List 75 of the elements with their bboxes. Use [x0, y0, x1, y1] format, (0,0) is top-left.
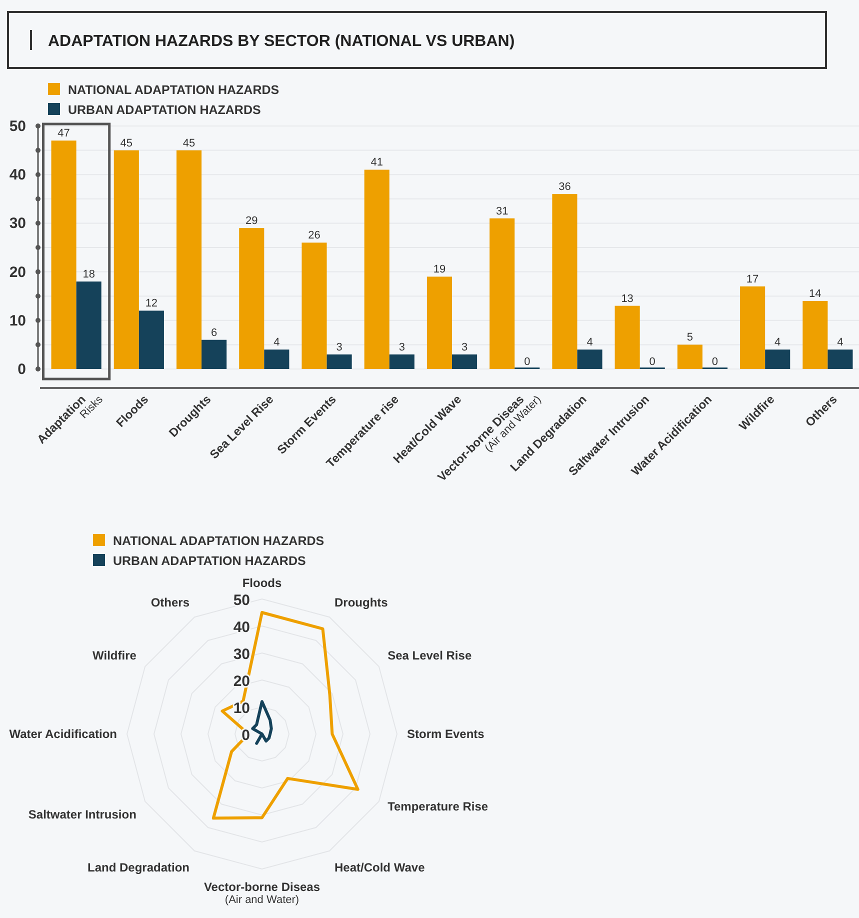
- spoke-label: Temperature Rise: [388, 800, 488, 814]
- bar: [239, 228, 264, 369]
- bar: [452, 354, 478, 369]
- data-label: 3: [398, 341, 405, 354]
- bar: [765, 350, 790, 369]
- bar: [176, 150, 202, 369]
- spoke-label: Storm Events: [407, 727, 485, 741]
- data-label: 4: [837, 336, 844, 349]
- bar: [677, 344, 702, 369]
- bar: [614, 306, 640, 369]
- bar: [828, 350, 853, 369]
- y-tick-label: 0: [18, 361, 26, 378]
- data-label: 17: [746, 273, 759, 286]
- spoke-label: Floods: [242, 576, 282, 590]
- data-label: 19: [433, 264, 446, 276]
- spoke-label: Water Acidification: [9, 727, 117, 741]
- data-label: 41: [370, 156, 383, 169]
- data-label: 4: [586, 336, 593, 349]
- data-label: 36: [558, 181, 571, 194]
- data-label: 13: [621, 292, 634, 305]
- bar: [389, 354, 414, 369]
- bar: [577, 350, 602, 369]
- spoke-label: Wildfire: [92, 648, 137, 662]
- bar: [426, 276, 452, 369]
- y-tick-label: 40: [9, 166, 26, 184]
- bar: [302, 242, 327, 369]
- data-label: 31: [496, 205, 508, 218]
- data-label: 45: [120, 137, 133, 150]
- bar: [740, 286, 766, 369]
- y-tick-label: 30: [233, 646, 250, 663]
- data-label: 5: [686, 332, 693, 344]
- data-label: 29: [246, 215, 258, 228]
- bar: [802, 300, 828, 369]
- data-label: 0: [649, 356, 656, 368]
- bar: [202, 340, 227, 369]
- chart-title: ADAPTATION HAZARDS BY SECTOR (NATIONAL VS URBAN): [48, 33, 515, 50]
- spoke-label: Heat/Cold Wave: [334, 860, 426, 875]
- spoke-label: Vector-borne Diseas (Air and Water): [204, 880, 320, 906]
- data-label: 4: [274, 336, 280, 349]
- bar: [552, 194, 578, 369]
- data-label: 6: [211, 326, 218, 339]
- data-label: 14: [809, 288, 822, 300]
- spoke-label: Sea Level Rise: [388, 648, 472, 662]
- bar: [76, 282, 102, 369]
- data-label: 47: [58, 128, 70, 140]
- legend-label: NATIONAL ADAPTATION HAZARDS: [113, 534, 324, 548]
- data-label: 0: [712, 356, 718, 368]
- y-tick-label: 40: [233, 619, 250, 636]
- data-label: 45: [182, 137, 196, 150]
- data-label: 0: [524, 356, 530, 368]
- bar: [138, 310, 164, 369]
- legend-label: NATIONAL ADAPTATION HAZARDS: [68, 83, 280, 97]
- data-label: 3: [461, 341, 468, 354]
- data-label: 3: [336, 341, 342, 354]
- bar: [364, 170, 390, 369]
- y-tick-label: 30: [9, 215, 26, 232]
- bar: [326, 354, 352, 369]
- bar: [114, 150, 139, 369]
- y-tick-label: 50: [9, 118, 26, 135]
- spoke-label: Droughts: [334, 595, 388, 610]
- data-label: 12: [145, 298, 158, 310]
- y-tick-label: 20: [9, 264, 26, 281]
- data-label: 26: [308, 230, 320, 242]
- data-label: 4: [774, 336, 781, 349]
- spoke-label: Others: [150, 595, 190, 610]
- y-tick-label: 50: [233, 592, 250, 609]
- y-tick-label: 10: [233, 700, 250, 717]
- bar: [264, 350, 290, 369]
- bar: [490, 218, 515, 369]
- y-tick-label: 10: [9, 312, 26, 330]
- legend-label: URBAN ADAPTATION HAZARDS: [68, 103, 261, 117]
- data-label: 18: [82, 268, 95, 281]
- spoke-label: Land Degradation: [87, 860, 190, 875]
- spoke-label: Saltwater Intrusion: [28, 808, 136, 822]
- legend-label: URBAN ADAPTATION HAZARDS: [113, 554, 306, 568]
